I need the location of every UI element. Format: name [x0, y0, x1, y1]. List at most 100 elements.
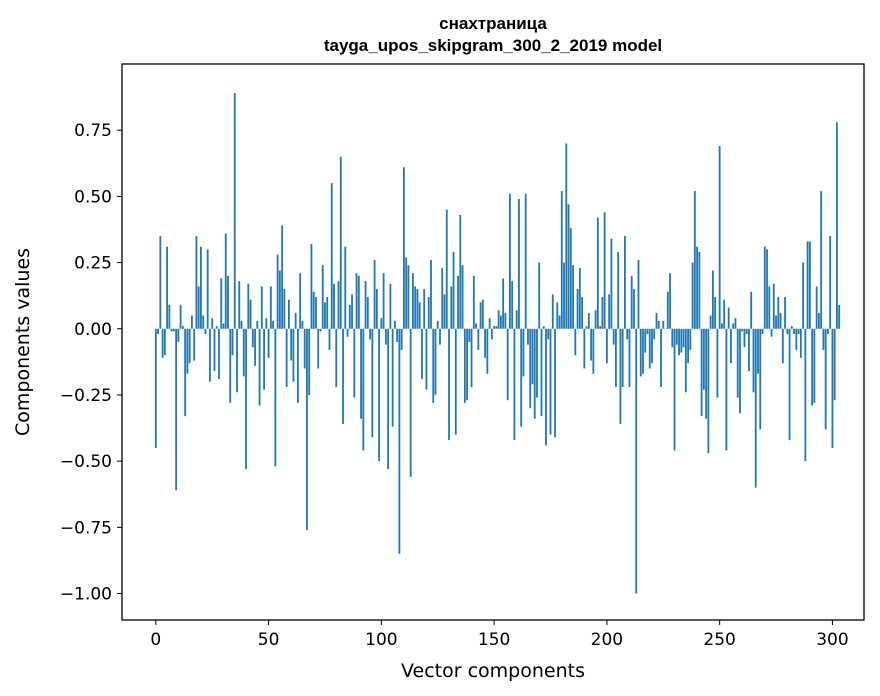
bar [258, 328, 261, 406]
bar [423, 289, 426, 329]
bar [520, 328, 523, 427]
bar [820, 191, 823, 329]
bar [245, 328, 247, 470]
bar [281, 225, 284, 329]
bar [768, 286, 771, 329]
bar [463, 328, 466, 403]
bar [303, 328, 306, 369]
bar [195, 236, 198, 329]
bar [247, 283, 250, 329]
bar [797, 328, 800, 335]
bar [590, 328, 592, 361]
bar [515, 310, 518, 329]
bar [696, 246, 698, 329]
bar [488, 318, 491, 329]
bar [702, 328, 705, 390]
bar [418, 302, 421, 329]
y-tick-label: −0.25 [60, 386, 112, 406]
bar [804, 328, 807, 462]
bar [714, 296, 717, 329]
bar [788, 328, 791, 440]
bar [709, 315, 712, 329]
bar [608, 294, 611, 329]
bar [687, 328, 689, 364]
bar [269, 286, 272, 329]
bar [191, 315, 193, 329]
x-tick-label: 200 [591, 630, 623, 650]
bar [218, 328, 220, 380]
bar [346, 328, 349, 337]
bar [479, 302, 482, 329]
bar [436, 320, 439, 329]
bar [723, 299, 726, 329]
chart-title-line-1: снахтраница [439, 14, 547, 33]
bar [779, 312, 782, 329]
bar [215, 326, 218, 329]
y-tick-label: −0.75 [60, 518, 112, 538]
bar [815, 286, 818, 329]
bar [427, 296, 430, 329]
bar [355, 273, 358, 329]
bar [777, 296, 780, 329]
bar [759, 328, 762, 430]
bar [545, 328, 547, 446]
bar [416, 289, 419, 329]
bar [637, 259, 640, 329]
bar [324, 302, 326, 329]
bar [757, 328, 759, 374]
y-tick-label: −0.50 [60, 452, 112, 472]
bar [718, 146, 721, 329]
bar [220, 278, 223, 329]
bar [387, 328, 390, 470]
bar [335, 328, 338, 388]
bar [353, 328, 356, 398]
bar [161, 328, 164, 358]
bar [817, 312, 820, 329]
bar [213, 328, 216, 372]
bar [290, 328, 293, 361]
bar [434, 328, 437, 395]
bar [684, 328, 687, 393]
bar [337, 281, 340, 329]
bar [211, 318, 214, 329]
bar [452, 251, 455, 329]
bar [795, 328, 798, 350]
bar [671, 328, 674, 348]
bar [811, 328, 814, 406]
bar [240, 320, 243, 329]
bar [357, 275, 360, 329]
bar [154, 328, 157, 448]
x-tick-label: 0 [150, 630, 161, 650]
bar [263, 328, 265, 390]
bar [448, 328, 450, 440]
bar [188, 328, 191, 364]
bar [490, 328, 493, 340]
x-tick-label: 150 [478, 630, 510, 650]
bar [838, 304, 841, 329]
bar [657, 320, 660, 329]
bar [680, 328, 683, 353]
bar [569, 228, 572, 329]
bar [421, 328, 423, 380]
x-tick-label: 100 [365, 630, 397, 650]
bar [502, 278, 505, 329]
bar [333, 283, 335, 329]
bar [784, 296, 786, 329]
bar [175, 328, 178, 491]
bar [572, 265, 574, 329]
bar [461, 265, 464, 329]
y-axis-ticks: −1.00 −0.75 −0.50 −0.25 0.00 0.25 0.50 0.75 [60, 121, 122, 605]
bar [233, 93, 236, 329]
bar [624, 236, 626, 329]
bar [601, 296, 604, 329]
bar [495, 326, 498, 329]
x-tick-label: 300 [816, 630, 848, 650]
bar [793, 328, 795, 335]
bar [202, 315, 205, 329]
bar [556, 302, 559, 329]
bar [231, 328, 234, 356]
bar [619, 328, 622, 425]
bar [236, 328, 238, 393]
